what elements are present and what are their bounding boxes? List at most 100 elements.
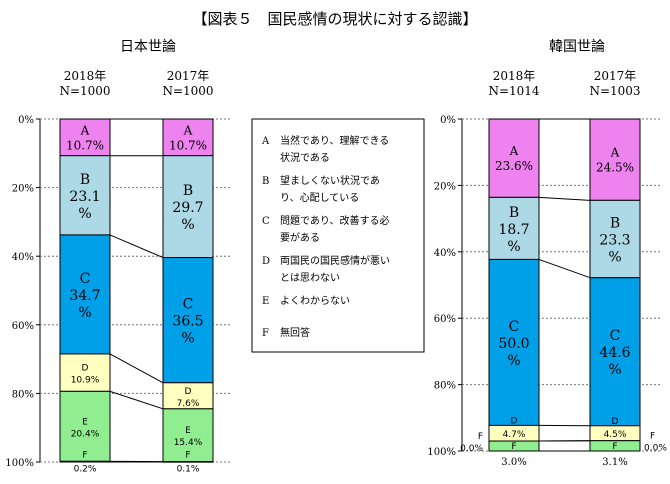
y-tick-label: 40%: [434, 248, 456, 259]
legend-item-e: E よくわからない: [262, 295, 350, 307]
y-tick-label: 60%: [434, 314, 456, 325]
segment-key: F: [82, 450, 87, 460]
segment-key: F: [612, 442, 617, 452]
category-label: 2018年: [493, 69, 536, 83]
figure-title: 【図表５ 国民感情の現状に対する認識】: [192, 10, 477, 28]
segment-key: B: [80, 172, 90, 188]
y-tick-label: 20%: [12, 184, 34, 195]
data-label: 44.6: [599, 345, 630, 361]
data-label: 0.2%: [74, 464, 97, 474]
data-label: 23.3: [599, 233, 630, 249]
category-label: N=1000: [162, 84, 213, 98]
chart-2: 韓国世論0%20%40%60%80%100%2018年N=1014A23.6%B…: [427, 39, 667, 468]
legend-text: 状況である: [280, 151, 330, 164]
legend-text: 問題であり、改善する必: [280, 214, 390, 227]
y-tick-label: 40%: [12, 252, 34, 263]
data-label: 20.4%: [71, 429, 100, 439]
legend-key: F: [262, 328, 269, 339]
data-label: 0.1%: [177, 465, 200, 475]
bar-segment-c: [488, 258, 540, 426]
connector-line: [538, 258, 591, 279]
legend-key: A: [261, 136, 270, 147]
y-tick-label: 100%: [5, 458, 34, 469]
legend-text: とは思わない: [280, 272, 340, 284]
side-note-key: F: [650, 432, 655, 442]
charts-layer: 日本世論0%20%40%60%80%100%2018年N=1000A10.7%B…: [5, 39, 667, 475]
data-label: 50.0: [498, 336, 529, 352]
legend-key: D: [262, 256, 270, 267]
legend-text: 無回答: [280, 326, 310, 339]
segment-key: F: [511, 442, 516, 452]
data-label: %: [181, 331, 194, 347]
bar-segment-b: [589, 199, 641, 279]
legend-text: 当然であり、理解できる: [280, 134, 389, 147]
segment-key: E: [185, 426, 191, 436]
segment-key: C: [183, 297, 194, 313]
connector-line: [109, 390, 164, 410]
bar-segment-d: [162, 382, 214, 410]
segment-key: E: [82, 417, 88, 427]
data-label: 36.5: [172, 314, 203, 330]
side-note-right: 0.0%: [644, 444, 667, 454]
segment-key: A: [80, 123, 90, 137]
segment-key: D: [82, 364, 89, 374]
data-label: 10.7%: [66, 138, 104, 152]
data-label: 7.6%: [177, 399, 200, 409]
connector-line: [109, 353, 164, 384]
bar-segment-b: [59, 155, 111, 236]
side-note-key: F: [478, 432, 483, 442]
side-note-left: 0.0%: [460, 444, 483, 454]
bar-segment-e: [162, 408, 214, 463]
y-tick-label: 80%: [12, 389, 34, 400]
data-label: %: [181, 217, 194, 233]
segment-key: D: [185, 387, 192, 397]
bar-segment-f: [162, 461, 214, 463]
legend-text: よくわからない: [280, 295, 350, 307]
segment-key: C: [610, 328, 621, 344]
bar-segment-f: [589, 440, 641, 452]
legend-key: B: [262, 176, 269, 187]
data-label: 23.1: [69, 189, 100, 205]
segment-key: B: [183, 183, 193, 199]
y-tick-label: 0%: [440, 115, 456, 126]
bar-segment-d: [59, 353, 111, 392]
data-label: %: [507, 239, 520, 255]
segment-key: C: [80, 271, 91, 287]
data-label: 10.7%: [169, 138, 207, 152]
category-label: N=1000: [59, 84, 110, 98]
legend-key: C: [262, 216, 270, 227]
segment-key: A: [610, 146, 620, 160]
y-tick-label: 0%: [18, 115, 34, 126]
legend-key: E: [262, 296, 269, 307]
legend-text: 望ましくない状況であ: [280, 174, 380, 187]
data-label: %: [608, 250, 621, 266]
bar-segment-a: [488, 118, 540, 198]
bar-segment-a: [589, 118, 641, 201]
bar-segment-e: [59, 390, 111, 462]
data-label: 10.9%: [71, 376, 100, 386]
bar-segment-f: [488, 440, 540, 452]
data-label: %: [507, 353, 520, 369]
bar-segment-b: [162, 155, 214, 259]
data-label: 29.7: [172, 200, 203, 216]
data-label: 24.5%: [596, 161, 634, 175]
connector-line: [538, 196, 591, 201]
data-label: 15.4%: [174, 438, 203, 448]
bar-segment-f: [59, 460, 111, 463]
y-tick-label: 20%: [434, 181, 456, 192]
data-label: 18.7: [498, 222, 529, 238]
segment-key: A: [183, 123, 193, 137]
y-tick-label: 60%: [12, 321, 34, 332]
legend-text: 両国民の国民感情が悪い: [280, 254, 390, 267]
data-label: 23.6%: [495, 159, 533, 173]
category-label: N=1014: [488, 84, 539, 98]
bar-segment-c: [59, 234, 111, 355]
chart-title: 日本世論: [120, 39, 176, 55]
